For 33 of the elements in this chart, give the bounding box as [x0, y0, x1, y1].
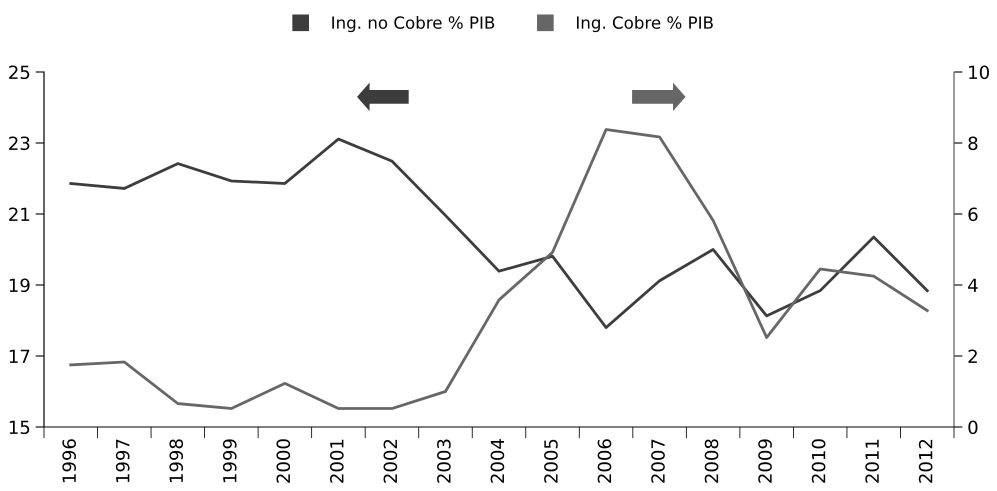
y2-tick-label: 6 [968, 207, 978, 222]
x-tick-label: 1996 [62, 439, 76, 482]
x-tick-label: 2006 [598, 439, 612, 483]
line-series [69, 128, 929, 410]
x-tick-label: 2001 [330, 440, 344, 483]
y-tick-label: 23 [9, 136, 30, 150]
y2-tick-label: 4 [968, 278, 978, 292]
x-tick-label: 2003 [437, 440, 451, 483]
y2-tick-label: 2 [968, 349, 977, 363]
legend-label: Ing. no Cobre % PIB [332, 16, 494, 32]
legend-label: Ing. Cobre % PIB [576, 16, 713, 32]
line-series [69, 138, 929, 329]
y2-tick-label: 0 [968, 420, 978, 434]
y-tick-label: 21 [9, 207, 30, 221]
x-tick-label: 2012 [918, 440, 932, 483]
y2-tick-label: 10 [969, 65, 989, 80]
x-tick-label: 1999 [222, 439, 237, 482]
y-tick-label: 19 [10, 278, 30, 292]
x-tick-label: 2007 [651, 440, 665, 483]
x-tick-label: 2004 [490, 439, 504, 483]
y-tick-label: 25 [9, 65, 30, 80]
x-tick-label: 1997 [116, 440, 130, 482]
y-tick-label: 15 [10, 420, 30, 434]
x-tick-label: 2011 [865, 440, 879, 483]
x-tick-label: 2005 [544, 440, 558, 483]
x-tick-label: 1998 [169, 439, 184, 482]
x-tick-label: 2010 [812, 439, 826, 483]
x-tick-label: 2009 [758, 439, 772, 483]
x-tick-label: 2002 [384, 440, 398, 483]
y2-tick-label: 8 [968, 136, 978, 150]
x-tick-label: 2000 [276, 439, 290, 483]
y-tick-label: 17 [10, 350, 30, 363]
x-tick-label: 2008 [704, 439, 718, 483]
